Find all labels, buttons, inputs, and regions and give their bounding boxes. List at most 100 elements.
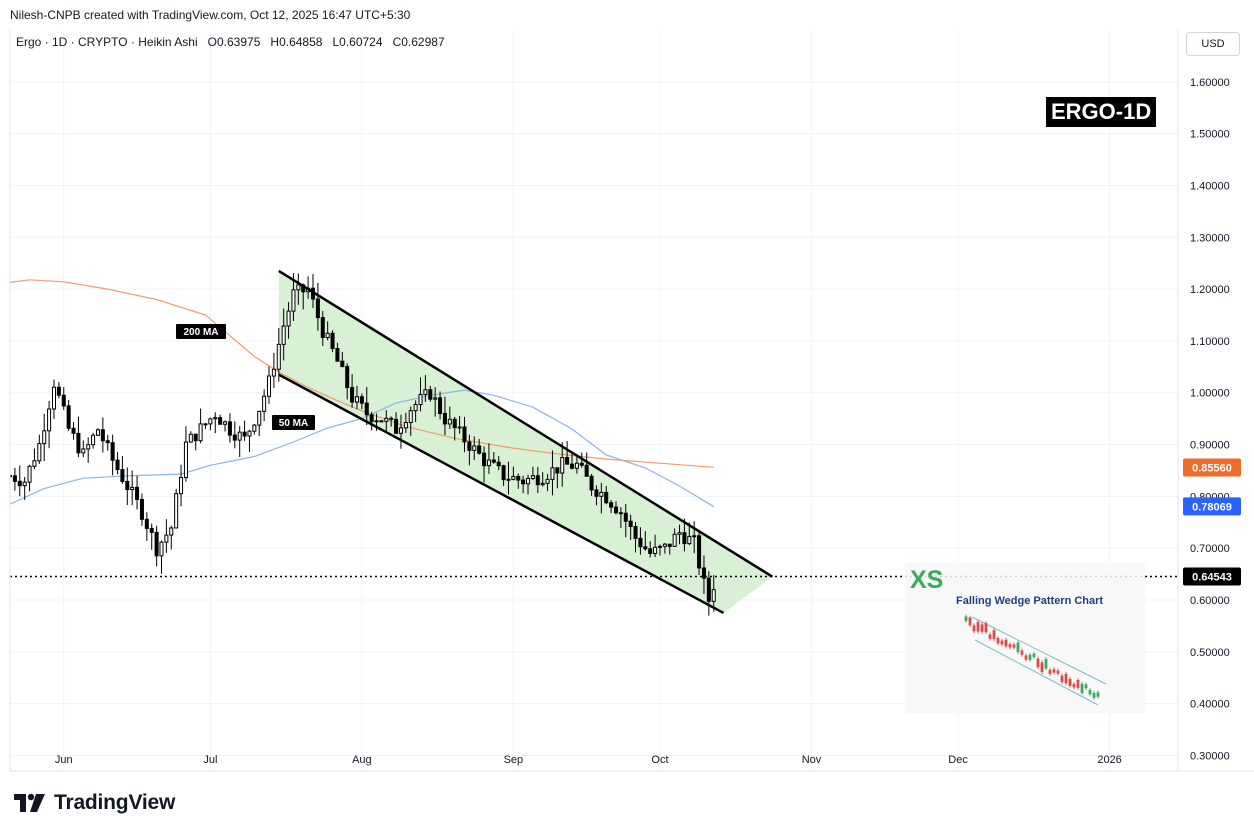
candle-down	[135, 486, 140, 500]
candle-up	[398, 427, 403, 434]
inset-candle	[976, 621, 980, 632]
candle-up	[130, 486, 135, 491]
chart-title-badge: ERGO-1D	[1046, 97, 1157, 127]
candle-up	[183, 441, 188, 479]
annotations: 200 MA 50 MA XS Falling Wedge Pattern Chart	[176, 324, 1145, 713]
candle-down	[604, 491, 609, 504]
inset-candle	[1096, 692, 1100, 697]
candle-up	[164, 534, 169, 543]
candle-down	[379, 420, 384, 423]
candle-down	[628, 520, 633, 528]
candle-down	[701, 567, 706, 579]
candle-down	[105, 440, 110, 444]
candle-down	[496, 461, 501, 467]
candle-down	[340, 360, 345, 368]
inset-lower-line	[974, 639, 1099, 706]
candle-down	[320, 317, 325, 339]
candle-down	[394, 418, 399, 434]
ma200-price-tag-bg	[1183, 458, 1241, 477]
candle-down	[609, 502, 614, 508]
last-price-tag-bg	[1183, 567, 1241, 586]
candle-up	[711, 589, 716, 602]
candle-up	[276, 343, 281, 370]
candle-down	[369, 414, 374, 423]
candle-down	[125, 480, 130, 491]
candle-down	[330, 332, 335, 350]
inset-candle	[1056, 670, 1060, 674]
candle-down	[76, 432, 81, 454]
inset-candle	[992, 630, 996, 640]
inset-candle	[1036, 658, 1040, 668]
candle-up	[27, 465, 32, 483]
candle-up	[296, 284, 301, 291]
ma200-line	[10, 279, 714, 468]
candle-up	[159, 541, 164, 557]
ma50-chart-label-bg	[272, 415, 315, 430]
y-tick-label: 1.20000	[1190, 284, 1230, 296]
candle-down	[491, 459, 496, 463]
candle-up	[32, 460, 37, 467]
currency-selector-button[interactable]: USD	[1186, 32, 1240, 56]
candle-down	[516, 475, 521, 481]
ma200-chart-label: 200 MA	[176, 324, 226, 339]
candle-up	[447, 418, 452, 425]
candle-up	[418, 393, 423, 406]
candle-down	[10, 475, 13, 478]
candle-up	[95, 429, 100, 436]
candle-up	[657, 545, 662, 548]
inset-background	[905, 563, 1145, 713]
y-tick-label: 1.30000	[1190, 232, 1230, 244]
y-tick-label: 1.60000	[1190, 77, 1230, 89]
candle-down	[218, 417, 223, 425]
tradingview-branding[interactable]: TradingView	[12, 791, 175, 815]
open-value: 0.63975	[216, 35, 261, 49]
candle-up	[86, 444, 91, 450]
inset-candle	[988, 634, 992, 639]
candle-down	[442, 412, 447, 425]
x-tick-label: Nov	[802, 754, 822, 766]
candle-up	[281, 325, 286, 345]
candle-down	[120, 468, 125, 482]
x-tick-label: Aug	[352, 754, 372, 766]
candle-down	[682, 532, 687, 545]
candle-up	[511, 475, 516, 480]
high-label: H	[270, 35, 280, 49]
inset-candle	[1052, 669, 1056, 673]
inset-candle	[1068, 678, 1072, 686]
y-tick-label: 0.50000	[1190, 647, 1230, 659]
candle-down	[56, 386, 61, 396]
candle-up	[179, 477, 184, 495]
low-value: 0.60724	[339, 35, 383, 49]
inset-candle	[1084, 684, 1088, 689]
candle-up	[574, 462, 579, 469]
tradingview-wordmark: TradingView	[54, 791, 176, 814]
candle-up	[252, 424, 257, 432]
candle-down	[482, 452, 487, 467]
candle-down	[613, 506, 619, 514]
low-label: L	[332, 35, 340, 49]
candle-down	[359, 396, 364, 404]
candle-up	[457, 426, 462, 429]
y-tick-label: 0.30000	[1190, 750, 1230, 762]
candle-up	[662, 543, 667, 547]
candle-down	[227, 421, 232, 436]
plot-area[interactable]	[8, 269, 1178, 616]
high-value: 0.64858	[279, 35, 323, 49]
candle-down	[589, 475, 594, 491]
candle-up	[526, 477, 531, 485]
x-tick-label: 2026	[1097, 754, 1121, 766]
candle-down	[232, 434, 237, 441]
axes: 1.60000 1.50000 1.40000 1.30000 1.20000 1.100…	[9, 30, 1254, 772]
candle-down	[17, 480, 22, 487]
candle-down	[350, 387, 355, 403]
candle-up	[374, 420, 379, 423]
inset-title: Falling Wedge Pattern Chart	[956, 595, 1103, 607]
inset-candle	[968, 617, 972, 626]
candle-up	[560, 457, 565, 474]
candle-up	[188, 433, 193, 443]
xs-logo-icon: XS	[910, 566, 943, 594]
candle-up	[266, 375, 272, 397]
candle-down	[618, 512, 623, 515]
candle-down	[12, 475, 17, 482]
